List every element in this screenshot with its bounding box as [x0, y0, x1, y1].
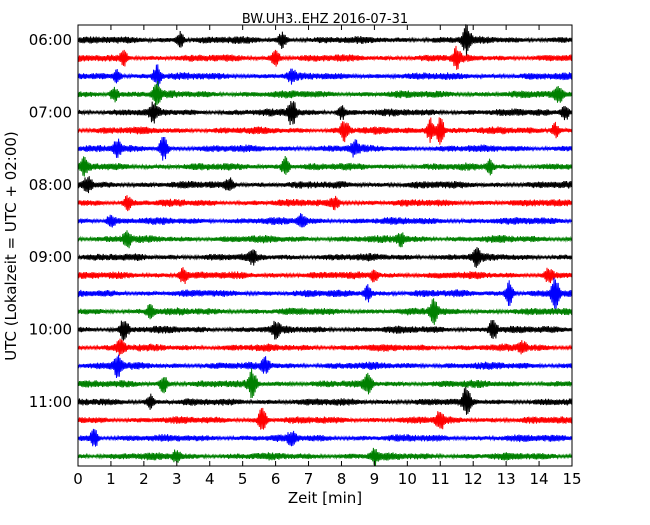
- chart-title: BW.UH3..EHZ 2016-07-31: [242, 12, 408, 27]
- x-tick-label: 10: [398, 470, 417, 488]
- y-tick-label: 06:00: [29, 31, 72, 49]
- seismic-traces: [77, 24, 572, 466]
- x-tick-label: 9: [370, 470, 380, 488]
- trace-row-1045: [77, 368, 572, 399]
- x-tick-label: 11: [431, 470, 450, 488]
- trace-row-0600: [77, 24, 572, 58]
- trace-row-1015: [77, 338, 572, 356]
- x-tick-label: 2: [139, 470, 149, 488]
- x-tick-label: 12: [464, 470, 483, 488]
- y-tick-label: 09:00: [29, 248, 72, 266]
- trace-row-0730: [77, 136, 572, 161]
- y-tick-label: 08:00: [29, 176, 72, 194]
- trace-row-1100: [77, 386, 572, 415]
- trace-row-1000: [77, 319, 572, 341]
- trace-row-0645: [77, 80, 572, 107]
- x-tick-label: 0: [73, 470, 83, 488]
- trace-row-0815: [77, 195, 572, 212]
- y-tick-label: 10:00: [29, 321, 72, 339]
- y-tick-label: 07:00: [29, 103, 72, 121]
- y-axis: 06:00 07:00 08:00 09:00 10:00 11:00: [29, 31, 572, 411]
- trace-row-0830: [77, 213, 572, 228]
- x-axis-label: Zeit [min]: [288, 489, 362, 507]
- trace-row-0630: [77, 64, 572, 87]
- x-tick-label: 7: [304, 470, 314, 488]
- trace-row-0700: [77, 100, 572, 126]
- y-tick-label: 11:00: [29, 393, 72, 411]
- trace-row-0930: [77, 277, 572, 309]
- trace-row-0945: [77, 298, 572, 325]
- trace-row-1115: [77, 407, 572, 430]
- x-tick-label: 4: [205, 470, 215, 488]
- trace-row-0615: [77, 45, 572, 70]
- trace-row-1130: [77, 428, 572, 447]
- trace-row-0715: [77, 117, 572, 145]
- x-tick-label: 5: [238, 470, 248, 488]
- x-tick-label: 15: [562, 470, 581, 488]
- x-tick-label: 1: [106, 470, 116, 488]
- x-tick-label: 8: [337, 470, 347, 488]
- trace-row-0845: [77, 230, 572, 249]
- x-tick-label: 3: [172, 470, 182, 488]
- x-tick-label: 6: [271, 470, 281, 488]
- trace-row-0900: [77, 247, 572, 268]
- trace-row-1030: [77, 354, 572, 379]
- plot-frame: [77, 24, 573, 467]
- x-tick-label: 13: [497, 470, 516, 488]
- x-axis: 0 1 2 3 4 5 6 7 8 9 10 11 12 13 14 15: [73, 25, 582, 488]
- y-axis-label: UTC (Lokalzeit = UTC + 02:00): [2, 131, 20, 361]
- trace-row-0800: [77, 176, 572, 194]
- trace-row-0745: [77, 155, 572, 177]
- trace-row-1145: [77, 447, 572, 466]
- trace-row-0915: [77, 267, 572, 285]
- x-tick-label: 14: [530, 470, 549, 488]
